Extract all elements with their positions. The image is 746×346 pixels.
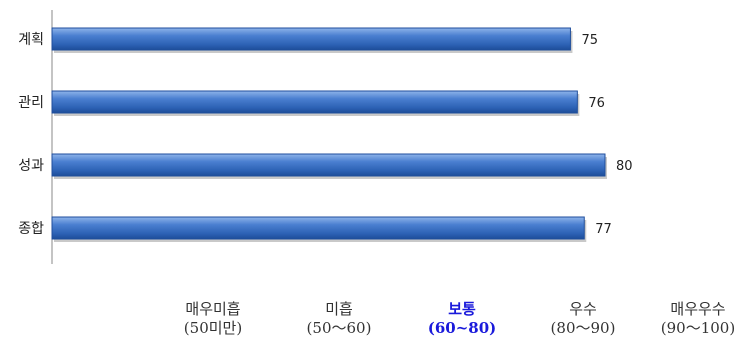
scale-range: (50～60) [306, 319, 372, 337]
bar-chart: 계획 75 관리 76 성과 80 종합 77 [18, 10, 633, 264]
scale-item-excellent: 매우우수 (90～100) [643, 300, 746, 338]
category-label: 관리 [18, 95, 44, 111]
scale-item-poor: 미흡 (50～60) [284, 300, 394, 338]
scale-range: (90～100) [660, 319, 736, 337]
scale-item-average: 보통 (60~80) [407, 300, 517, 338]
data-label: 80 [616, 159, 633, 174]
category-label: 종합 [18, 221, 44, 237]
bar-2 [51, 90, 578, 114]
scale-name: 미흡 [325, 300, 353, 318]
scale-item-very-poor: 매우미흡 (50미만) [158, 300, 268, 338]
scale-range: (80～90) [550, 319, 616, 337]
scale-range: (60~80) [427, 319, 497, 337]
bar-1 [51, 27, 571, 51]
scale-name: 매우미흡 [185, 300, 241, 318]
scale-name: 우수 [569, 300, 597, 318]
scale-name: 보통 [448, 300, 476, 318]
bar-3 [51, 153, 606, 177]
scale-range: (50미만) [183, 319, 243, 337]
data-label: 77 [595, 222, 612, 237]
scale-name: 매우우수 [670, 300, 726, 318]
category-label: 성과 [18, 158, 44, 174]
data-label: 76 [588, 96, 605, 111]
data-label: 75 [581, 33, 598, 48]
category-label: 계획 [18, 32, 44, 48]
scale-item-good: 우수 (80～90) [528, 300, 638, 338]
bar-4 [51, 216, 585, 240]
